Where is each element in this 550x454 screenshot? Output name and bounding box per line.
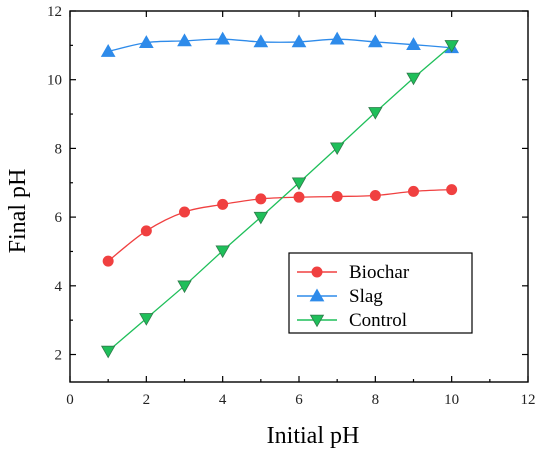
data-point-slag	[138, 35, 154, 48]
y-tick-label: 4	[55, 279, 63, 295]
data-point-biochar	[179, 206, 190, 218]
data-point-biochar	[446, 184, 458, 196]
y-axis-title: Final pH	[5, 169, 31, 254]
data-point-control	[177, 280, 192, 294]
data-point-control	[368, 107, 383, 120]
series-line-biochar	[107, 188, 452, 262]
data-point-control	[139, 313, 154, 326]
series-layer	[100, 31, 460, 359]
data-point-biochar	[102, 255, 114, 267]
data-point-biochar	[408, 185, 419, 197]
x-tick-label: 0	[66, 392, 74, 408]
legend-label-slag: Slag	[349, 286, 383, 307]
data-point-biochar	[331, 191, 343, 202]
data-point-slag	[253, 34, 269, 48]
x-tick-label: 2	[143, 392, 151, 408]
x-tick-label: 6	[295, 392, 303, 408]
y-tick-label: 8	[55, 141, 63, 157]
y-tick-label: 10	[47, 73, 62, 89]
data-point-biochar	[293, 191, 305, 203]
series-control	[100, 40, 459, 359]
axes-layer: 0 2 4 6 8 10 12 2 4 6 8 10 12	[47, 4, 536, 408]
data-point-slag	[291, 34, 307, 48]
y-tick-label: 12	[47, 4, 62, 20]
legend-marker-control	[309, 314, 325, 328]
series-biochar	[102, 184, 458, 267]
data-point-slag	[367, 34, 383, 48]
data-point-biochar	[217, 198, 229, 210]
data-point-control	[100, 345, 116, 359]
data-point-biochar	[369, 189, 381, 201]
data-point-slag	[100, 44, 116, 57]
x-tick-label: 12	[521, 392, 536, 408]
data-point-control	[291, 177, 307, 191]
data-point-slag	[215, 31, 231, 45]
y-tick-label: 2	[55, 348, 63, 364]
series-line-slag	[108, 38, 452, 53]
data-point-biochar	[140, 225, 152, 237]
data-point-slag	[177, 33, 192, 47]
legend-label-biochar: Biochar	[349, 262, 410, 283]
data-point-control	[253, 211, 269, 225]
x-tick-label: 10	[444, 392, 459, 408]
data-point-slag	[329, 31, 345, 45]
data-point-biochar	[255, 193, 267, 205]
data-point-slag	[406, 37, 421, 51]
legend-marker-slag	[309, 288, 325, 302]
data-point-control	[215, 245, 230, 259]
x-tick-label: 4	[219, 392, 227, 408]
data-point-control	[329, 142, 345, 156]
legend-label-control: Control	[349, 310, 407, 331]
series-line-control	[107, 44, 453, 352]
x-axis-title: Initial pH	[267, 423, 360, 449]
y-tick-label: 6	[55, 210, 63, 226]
legend-marker-biochar	[311, 266, 323, 278]
x-tick-label: 8	[372, 392, 380, 408]
data-point-control	[444, 40, 459, 53]
data-point-control	[406, 72, 421, 86]
series-slag	[100, 31, 460, 57]
legend: Biochar Slag Control	[288, 252, 473, 334]
